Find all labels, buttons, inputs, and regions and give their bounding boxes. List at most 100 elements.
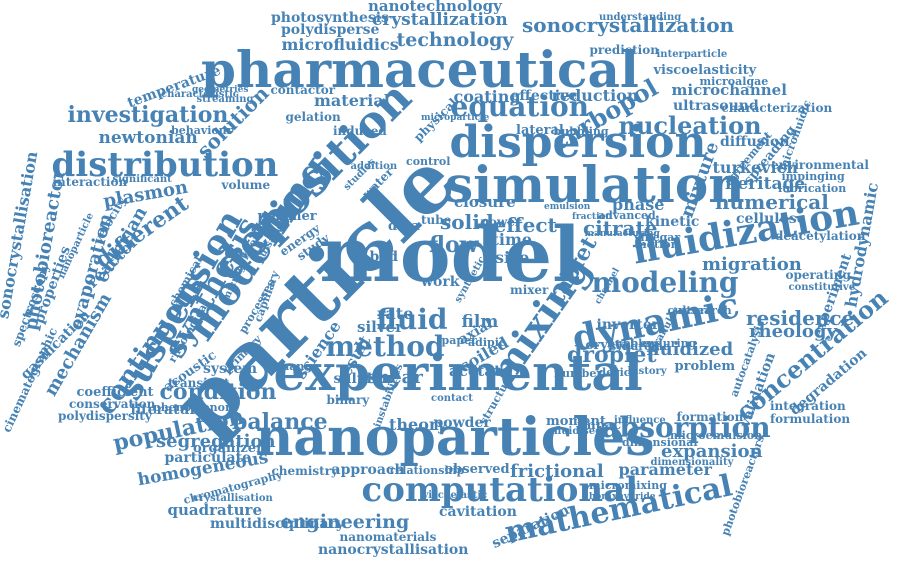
cloud-word: expansion bbox=[661, 441, 763, 462]
cloud-word: phenomenon bbox=[153, 400, 233, 414]
cloud-word: numerical bbox=[715, 190, 829, 214]
cloud-word: environmental bbox=[771, 158, 869, 172]
cloud-word: nanotechnology bbox=[368, 0, 502, 15]
cloud-word: crystal bbox=[585, 337, 635, 353]
cloud-word: culture bbox=[667, 303, 713, 317]
cloud-word: modeling bbox=[591, 266, 739, 299]
cloud-word: syndrome bbox=[610, 339, 671, 353]
cloud-word: tube bbox=[421, 213, 452, 227]
cloud-word: experimental bbox=[273, 343, 643, 402]
cloud-word: volume bbox=[221, 178, 271, 192]
cloud-word: impinging bbox=[781, 169, 845, 183]
cloud-word: literature bbox=[130, 402, 206, 418]
cloud-word: data bbox=[388, 218, 420, 234]
cloud-word: enduring bbox=[640, 336, 697, 350]
cloud-word: viscoelasticity bbox=[653, 62, 757, 78]
cloud-word: formation bbox=[676, 410, 744, 424]
cloud-word: manufacturing bbox=[584, 228, 660, 239]
cloud-word: adipic bbox=[468, 335, 506, 349]
cloud-word: heritage bbox=[725, 173, 806, 194]
cloud-word: interparticle bbox=[656, 49, 728, 60]
cloud-word: frictional bbox=[510, 461, 604, 482]
cloud-word: micromixing bbox=[589, 478, 667, 492]
cloud-word: power bbox=[480, 215, 522, 229]
cloud-word: turkevich bbox=[712, 158, 798, 177]
cloud-word: transient bbox=[168, 376, 230, 390]
cloud-word: crystallization bbox=[372, 9, 508, 30]
cloud-word: residence bbox=[746, 306, 855, 330]
cloud-word: interaction bbox=[52, 175, 128, 189]
cloud-word: shear bbox=[367, 367, 423, 388]
cloud-word: balance bbox=[232, 409, 328, 435]
cloud-word: effect bbox=[493, 213, 557, 237]
cloud-word: coating bbox=[453, 87, 521, 106]
cloud-word: rate bbox=[377, 304, 414, 323]
cloud-word: formulation bbox=[770, 412, 851, 426]
cloud-word: investigation bbox=[67, 102, 229, 128]
cloud-word: device bbox=[598, 365, 638, 379]
cloud-word: emulsion bbox=[544, 201, 591, 212]
cloud-word: phase bbox=[612, 195, 665, 214]
cloud-word: moment bbox=[546, 413, 606, 429]
cloud-word: observed bbox=[444, 461, 510, 477]
cloud-word: solid bbox=[440, 210, 494, 234]
cloud-word: operating bbox=[785, 268, 851, 282]
cloud-word: citrate bbox=[583, 216, 658, 240]
cloud-word: bubbling bbox=[553, 124, 609, 138]
cloud-word: nanomaterials bbox=[339, 530, 437, 544]
cloud-word: constitutive bbox=[788, 282, 856, 293]
cloud-word: prediction bbox=[589, 43, 659, 57]
cloud-word: material bbox=[314, 91, 390, 110]
cloud-word: bubble bbox=[607, 336, 650, 350]
cloud-word: pharmaceutical bbox=[201, 40, 639, 99]
cloud-word: lubrication bbox=[778, 181, 847, 195]
cloud-word: coefficient bbox=[76, 384, 154, 400]
cloud-word: engineering bbox=[280, 510, 410, 533]
cloud-word: closure bbox=[454, 192, 516, 211]
cloud-word: dimensionality bbox=[650, 457, 734, 468]
cloud-word: characteristic bbox=[161, 89, 239, 100]
cloud-word: ultrasound bbox=[673, 98, 759, 114]
cloud-word: newtonian bbox=[98, 127, 198, 148]
cloud-word: microparticle bbox=[421, 112, 490, 123]
cloud-word: fluidized bbox=[646, 339, 734, 360]
cloud-word: streaming bbox=[196, 94, 254, 105]
cloud-word: impact bbox=[577, 417, 628, 433]
cloud-word: change bbox=[274, 359, 320, 373]
cloud-word: silver bbox=[357, 317, 404, 336]
cloud-word: inverter bbox=[596, 317, 660, 333]
cloud-word: particulate bbox=[164, 450, 252, 466]
cloud-word: time bbox=[491, 230, 533, 249]
cloud-word: polymer bbox=[257, 208, 317, 224]
cloud-word: contact bbox=[431, 393, 473, 404]
cloud-word: influence bbox=[614, 415, 666, 426]
cloud-word: boraxhydride bbox=[589, 491, 656, 502]
cloud-word: flow bbox=[429, 232, 479, 258]
cloud-word: bed bbox=[369, 249, 399, 265]
cloud-word: crystallisation bbox=[193, 493, 273, 504]
cloud-word: nanoparticles bbox=[255, 407, 655, 468]
cloud-word: addition bbox=[350, 161, 398, 172]
cloud-word: microchannel bbox=[671, 80, 787, 99]
cloud-word: technology bbox=[396, 28, 514, 51]
cloud-word: kinetic bbox=[645, 214, 700, 230]
cloud-word: lateral bbox=[516, 122, 564, 138]
cloud-word: number bbox=[554, 366, 603, 380]
cloud-word: fraction bbox=[572, 211, 613, 222]
cloud-word: sulphur bbox=[333, 371, 395, 387]
cloud-word: polydisperse bbox=[281, 22, 380, 38]
cloud-word: powder bbox=[433, 415, 491, 431]
cloud-word: system bbox=[203, 361, 258, 377]
cloud-word: dispersion bbox=[449, 117, 707, 168]
cloud-word: cellulose bbox=[736, 211, 806, 227]
cloud-word: induced bbox=[333, 124, 387, 138]
cloud-word: organizer bbox=[193, 440, 263, 456]
cloud-word: cavitation bbox=[439, 504, 517, 520]
cloud-word: paper bbox=[441, 333, 477, 347]
cloud-word: diffusion bbox=[720, 134, 790, 150]
cloud-word: simulation bbox=[445, 155, 745, 214]
cloud-word: advanced bbox=[598, 208, 656, 222]
cloud-word: research bbox=[678, 303, 732, 317]
cloud-word: sonocrystallization bbox=[522, 13, 735, 37]
cloud-word: method bbox=[325, 330, 445, 363]
